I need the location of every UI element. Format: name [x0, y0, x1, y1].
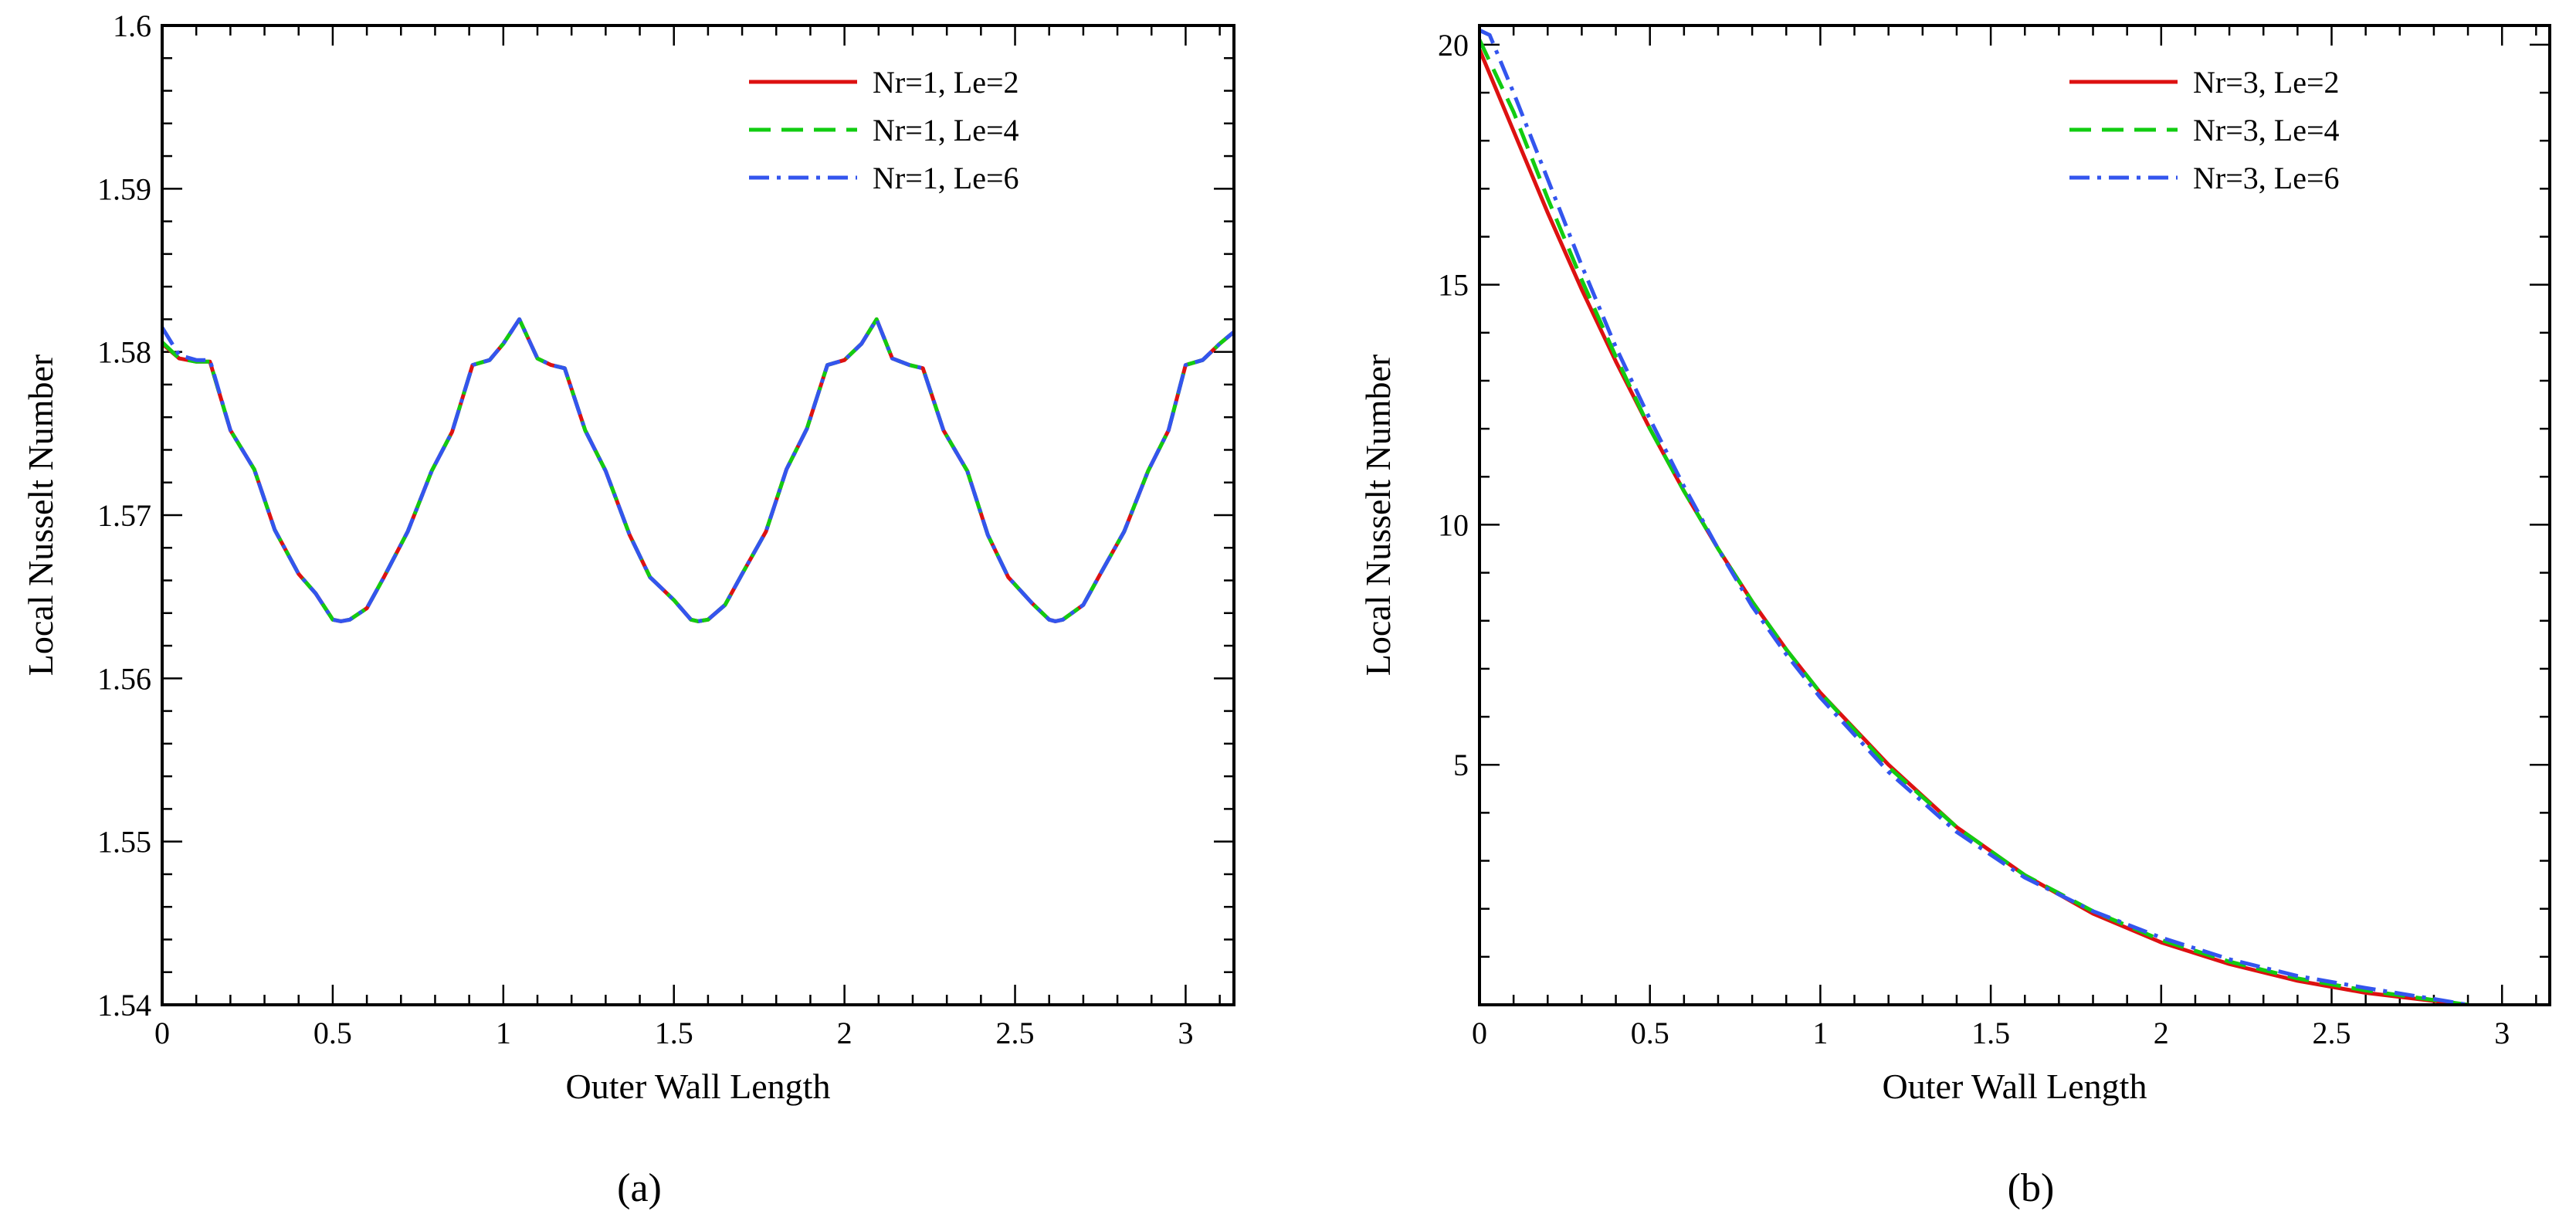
legend-label: Nr=3, Le=2	[2193, 65, 2340, 100]
panel-b-plot-area	[1480, 28, 2469, 1005]
x-tick-label: 3	[2494, 1016, 2510, 1050]
series-line-nr-1-le-6	[162, 317, 1234, 623]
series-line-nr-3-le-6	[1480, 28, 2469, 1005]
y-tick-label: 1.56	[97, 661, 151, 696]
x-tick-label: 0	[154, 1016, 170, 1050]
x-tick-label: 3	[1178, 1016, 1193, 1050]
legend-label: Nr=1, Le=2	[873, 65, 1019, 100]
legend-label: Nr=1, Le=4	[873, 113, 1019, 148]
y-tick-label: 1.54	[97, 988, 151, 1023]
series-line-nr-1-le-4	[162, 317, 1234, 623]
panel-a-y-axis-label: Local Nusselt Number	[21, 354, 60, 676]
series-line-nr-3-le-2	[1480, 49, 2469, 1005]
panel-b-x-axis-label: Outer Wall Length	[1883, 1067, 2147, 1106]
panel-b-y-axis-label: Local Nusselt Number	[1358, 354, 1398, 676]
y-tick-label: 20	[1438, 28, 1469, 63]
x-tick-label: 0.5	[1631, 1016, 1669, 1050]
legend-label: Nr=3, Le=6	[2193, 161, 2340, 195]
x-tick-label: 1.5	[655, 1016, 693, 1050]
panel-b-caption: (b)	[2008, 1166, 2055, 1210]
x-tick-label: 1	[1812, 1016, 1828, 1050]
x-tick-label: 2	[837, 1016, 852, 1050]
y-tick-label: 10	[1438, 507, 1469, 542]
panel-b-frame	[1478, 24, 2551, 1006]
y-tick-label: 1.55	[97, 825, 151, 860]
legend-label: Nr=1, Le=6	[873, 161, 1019, 195]
y-tick-label: 1.58	[97, 335, 151, 370]
x-tick-label: 1	[496, 1016, 511, 1050]
x-tick-label: 2.5	[996, 1016, 1035, 1050]
series-line-nr-3-le-4	[1480, 39, 2469, 1005]
panel-b-legend: Nr=3, Le=2 Nr=3, Le=4 Nr=3, Le=6	[2069, 65, 2340, 195]
series-line-nr-1-le-2	[162, 317, 1234, 623]
panel-a: 0 0.5 1 1.5 2 2.5 3 1.54 1.55 1.56 1.57 1.58 1.59 1.6…	[21, 8, 1235, 1210]
panel-a-plot-area	[162, 317, 1234, 623]
panel-a-legend: Nr=1, Le=2 Nr=1, Le=4 Nr=1, Le=6	[749, 65, 1019, 195]
y-tick-label: 1.57	[97, 498, 151, 533]
panel-b-ticks: 0 0.5 1 1.5 2 2.5 3 5 10 15 20	[1438, 25, 2550, 1050]
y-tick-label: 15	[1438, 268, 1469, 303]
x-tick-label: 2.5	[2313, 1016, 2351, 1050]
panel-a-frame	[161, 24, 1235, 1006]
x-tick-label: 1.5	[1971, 1016, 2010, 1050]
x-tick-label: 2	[2154, 1016, 2169, 1050]
panel-a-caption: (a)	[617, 1166, 662, 1210]
x-tick-label: 0	[1472, 1016, 1487, 1050]
y-tick-label: 5	[1453, 748, 1469, 782]
panel-a-x-axis-label: Outer Wall Length	[566, 1067, 831, 1106]
x-tick-label: 0.5	[314, 1016, 352, 1050]
y-tick-label: 1.59	[97, 171, 151, 206]
legend-label: Nr=3, Le=4	[2193, 113, 2340, 148]
panel-a-ticks: 0 0.5 1 1.5 2 2.5 3 1.54 1.55 1.56 1.57 1.58 1.59 1.6	[97, 8, 1234, 1050]
y-tick-label: 1.6	[113, 8, 151, 43]
